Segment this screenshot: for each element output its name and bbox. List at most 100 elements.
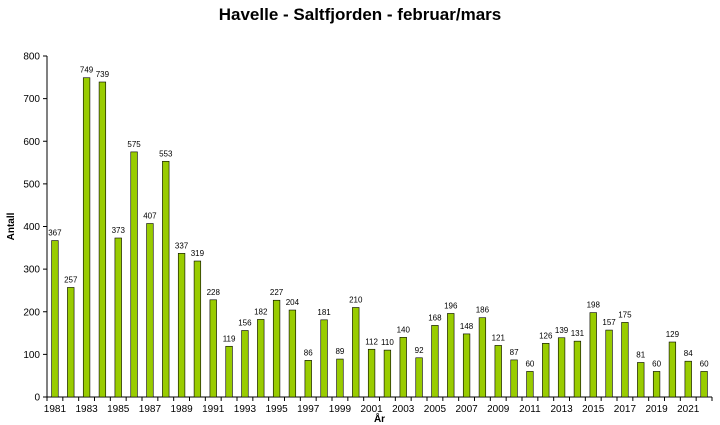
bar: [177, 253, 186, 398]
x-tick-label: 2011: [519, 404, 541, 415]
data-label: 182: [254, 307, 268, 316]
bar: [542, 342, 550, 398]
data-label: 407: [143, 212, 157, 221]
bar: [146, 223, 154, 398]
bar: [51, 240, 59, 398]
x-tick-label: 1981: [44, 404, 67, 415]
data-label: 112: [365, 337, 378, 346]
y-tick-label: 300: [23, 265, 40, 276]
x-tick-label: 2015: [582, 404, 605, 415]
x-tick-label: 1991: [202, 404, 225, 415]
x-tick-label: 1985: [107, 404, 130, 415]
bar: [383, 349, 392, 398]
x-tick-label: 1989: [170, 404, 193, 415]
y-tick-label: 700: [23, 94, 40, 105]
data-label: 60: [700, 359, 709, 368]
data-label: 129: [666, 330, 680, 339]
bar: [67, 287, 75, 398]
bar: [684, 360, 692, 398]
data-label: 168: [428, 313, 442, 322]
data-label: 60: [652, 359, 661, 368]
y-tick-label: 600: [23, 137, 40, 148]
bar: [193, 260, 202, 398]
data-label: 575: [127, 140, 141, 149]
bar: [462, 333, 471, 398]
bar: [352, 307, 360, 398]
bar: [336, 358, 344, 398]
data-label: 121: [492, 333, 506, 342]
x-tick-label: 2017: [614, 404, 637, 415]
bar: [431, 325, 439, 398]
x-tick-label: 2019: [645, 404, 668, 415]
data-label: 119: [223, 334, 236, 343]
x-axis-title: År: [374, 412, 385, 425]
bar: [510, 359, 518, 398]
data-label: 131: [571, 329, 585, 338]
y-tick-label: 800: [23, 52, 40, 63]
x-tick-label: 2001: [360, 404, 383, 415]
bar: [605, 329, 613, 398]
data-label: 739: [96, 70, 110, 79]
x-tick-label: 2009: [487, 404, 510, 415]
y-tick-label: 100: [23, 350, 40, 361]
y-tick-label: 0: [34, 393, 40, 404]
bar: [367, 348, 376, 398]
bar: [304, 360, 312, 398]
data-label: 186: [476, 306, 490, 315]
data-label: 92: [415, 346, 424, 355]
bar: [573, 340, 582, 398]
bar: [288, 309, 297, 398]
data-label: 86: [304, 348, 313, 357]
data-label: 749: [80, 66, 94, 75]
y-tick-label: 400: [23, 222, 40, 233]
bar: [399, 337, 407, 398]
data-label: 337: [175, 241, 189, 250]
x-tick-label: 1997: [297, 404, 320, 415]
bar: [652, 371, 661, 398]
data-label: 148: [460, 322, 474, 331]
x-tick-label: 1999: [329, 404, 352, 415]
x-tick-label: 2003: [392, 404, 415, 415]
data-label: 553: [159, 149, 173, 158]
x-tick-label: 1983: [75, 404, 98, 415]
data-label: 373: [112, 226, 126, 235]
bar: [82, 77, 91, 398]
bar: [700, 371, 708, 398]
data-label: 257: [64, 275, 78, 284]
data-label: 228: [207, 288, 221, 297]
data-label: 89: [335, 347, 344, 356]
bar: [320, 319, 328, 398]
data-label: 84: [684, 349, 693, 358]
bar: [447, 313, 455, 398]
bar: [637, 362, 645, 398]
bar: [130, 151, 138, 398]
data-label: 87: [510, 348, 519, 357]
bar: [494, 345, 502, 398]
x-tick-label: 1993: [234, 404, 257, 415]
bar: [478, 317, 487, 398]
data-label: 81: [636, 350, 645, 359]
bar: [415, 357, 423, 398]
bar: [621, 322, 629, 398]
data-label: 204: [286, 298, 300, 307]
data-label: 139: [555, 326, 569, 335]
chart-title: Havelle - Saltfjorden - februar/mars: [218, 5, 502, 24]
bar: [589, 312, 597, 398]
x-tick-label: 1995: [265, 404, 288, 415]
plot-area: 0 100 200 300 400 500 600 700 800 367 257 749 739 373…: [6, 52, 713, 425]
data-label: 60: [525, 359, 534, 368]
data-label: 156: [238, 319, 252, 328]
data-label: 110: [381, 338, 394, 347]
bar: [209, 299, 217, 398]
data-label: 210: [349, 295, 363, 304]
data-label: 157: [602, 318, 616, 327]
data-label: 126: [539, 331, 553, 340]
x-tick-label: 2005: [424, 404, 447, 415]
bar: [225, 345, 233, 398]
bar: [241, 330, 249, 398]
bar: [526, 371, 534, 398]
data-label: 140: [397, 325, 411, 334]
data-label: 181: [317, 308, 331, 317]
bar: [98, 81, 107, 398]
x-tick-label: 1987: [139, 404, 162, 415]
